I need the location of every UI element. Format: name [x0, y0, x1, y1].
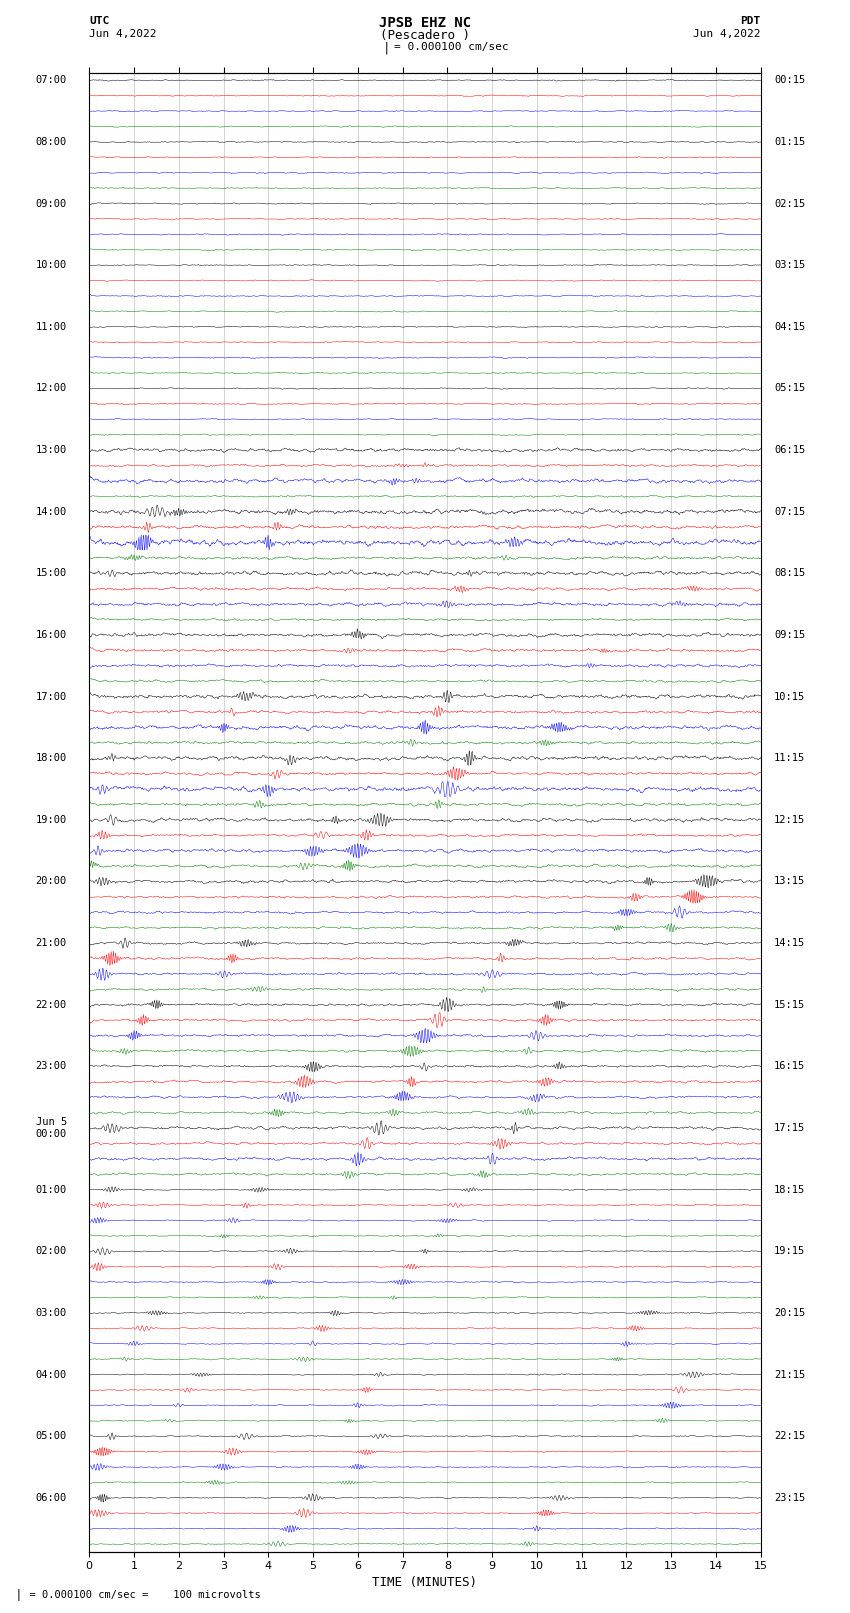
Text: 05:15: 05:15 — [774, 384, 806, 394]
Text: 12:15: 12:15 — [774, 815, 806, 824]
Text: 15:15: 15:15 — [774, 1000, 806, 1010]
Text: ⎜ = 0.000100 cm/sec =    100 microvolts: ⎜ = 0.000100 cm/sec = 100 microvolts — [17, 1589, 261, 1600]
Text: 02:15: 02:15 — [774, 198, 806, 208]
Text: 23:00: 23:00 — [36, 1061, 67, 1071]
Text: 03:00: 03:00 — [36, 1308, 67, 1318]
Text: 17:15: 17:15 — [774, 1123, 806, 1132]
Text: PDT: PDT — [740, 16, 761, 26]
Text: 10:00: 10:00 — [36, 260, 67, 271]
Text: 16:15: 16:15 — [774, 1061, 806, 1071]
Text: 20:15: 20:15 — [774, 1308, 806, 1318]
Text: 07:15: 07:15 — [774, 506, 806, 516]
Text: 06:15: 06:15 — [774, 445, 806, 455]
Text: Jun 4,2022: Jun 4,2022 — [694, 29, 761, 39]
Text: 17:00: 17:00 — [36, 692, 67, 702]
Text: (Pescadero ): (Pescadero ) — [380, 29, 470, 42]
Text: 20:00: 20:00 — [36, 876, 67, 887]
Text: 19:00: 19:00 — [36, 815, 67, 824]
Text: 06:00: 06:00 — [36, 1492, 67, 1503]
Text: 08:00: 08:00 — [36, 137, 67, 147]
Text: 01:15: 01:15 — [774, 137, 806, 147]
Text: 21:00: 21:00 — [36, 939, 67, 948]
Text: 11:15: 11:15 — [774, 753, 806, 763]
Text: Jun 5
00:00: Jun 5 00:00 — [36, 1118, 67, 1139]
Text: = 0.000100 cm/sec: = 0.000100 cm/sec — [394, 42, 508, 52]
Text: 10:15: 10:15 — [774, 692, 806, 702]
Text: UTC: UTC — [89, 16, 110, 26]
Text: 16:00: 16:00 — [36, 631, 67, 640]
Text: 13:00: 13:00 — [36, 445, 67, 455]
Text: 22:15: 22:15 — [774, 1431, 806, 1440]
Text: 14:15: 14:15 — [774, 939, 806, 948]
Text: 09:15: 09:15 — [774, 631, 806, 640]
Text: 15:00: 15:00 — [36, 568, 67, 579]
Text: 09:00: 09:00 — [36, 198, 67, 208]
Text: 19:15: 19:15 — [774, 1247, 806, 1257]
Text: 21:15: 21:15 — [774, 1369, 806, 1379]
Text: 22:00: 22:00 — [36, 1000, 67, 1010]
Text: 14:00: 14:00 — [36, 506, 67, 516]
Text: JPSB EHZ NC: JPSB EHZ NC — [379, 16, 471, 31]
Text: 18:15: 18:15 — [774, 1184, 806, 1195]
Text: Jun 4,2022: Jun 4,2022 — [89, 29, 156, 39]
Text: 12:00: 12:00 — [36, 384, 67, 394]
Text: 08:15: 08:15 — [774, 568, 806, 579]
Text: 04:15: 04:15 — [774, 323, 806, 332]
Text: 05:00: 05:00 — [36, 1431, 67, 1440]
Text: 00:15: 00:15 — [774, 76, 806, 85]
Text: 23:15: 23:15 — [774, 1492, 806, 1503]
Text: 02:00: 02:00 — [36, 1247, 67, 1257]
Text: |: | — [383, 42, 390, 55]
Text: 07:00: 07:00 — [36, 76, 67, 85]
X-axis label: TIME (MINUTES): TIME (MINUTES) — [372, 1576, 478, 1589]
Text: 04:00: 04:00 — [36, 1369, 67, 1379]
Text: 13:15: 13:15 — [774, 876, 806, 887]
Text: 11:00: 11:00 — [36, 323, 67, 332]
Text: 03:15: 03:15 — [774, 260, 806, 271]
Text: 01:00: 01:00 — [36, 1184, 67, 1195]
Text: 18:00: 18:00 — [36, 753, 67, 763]
